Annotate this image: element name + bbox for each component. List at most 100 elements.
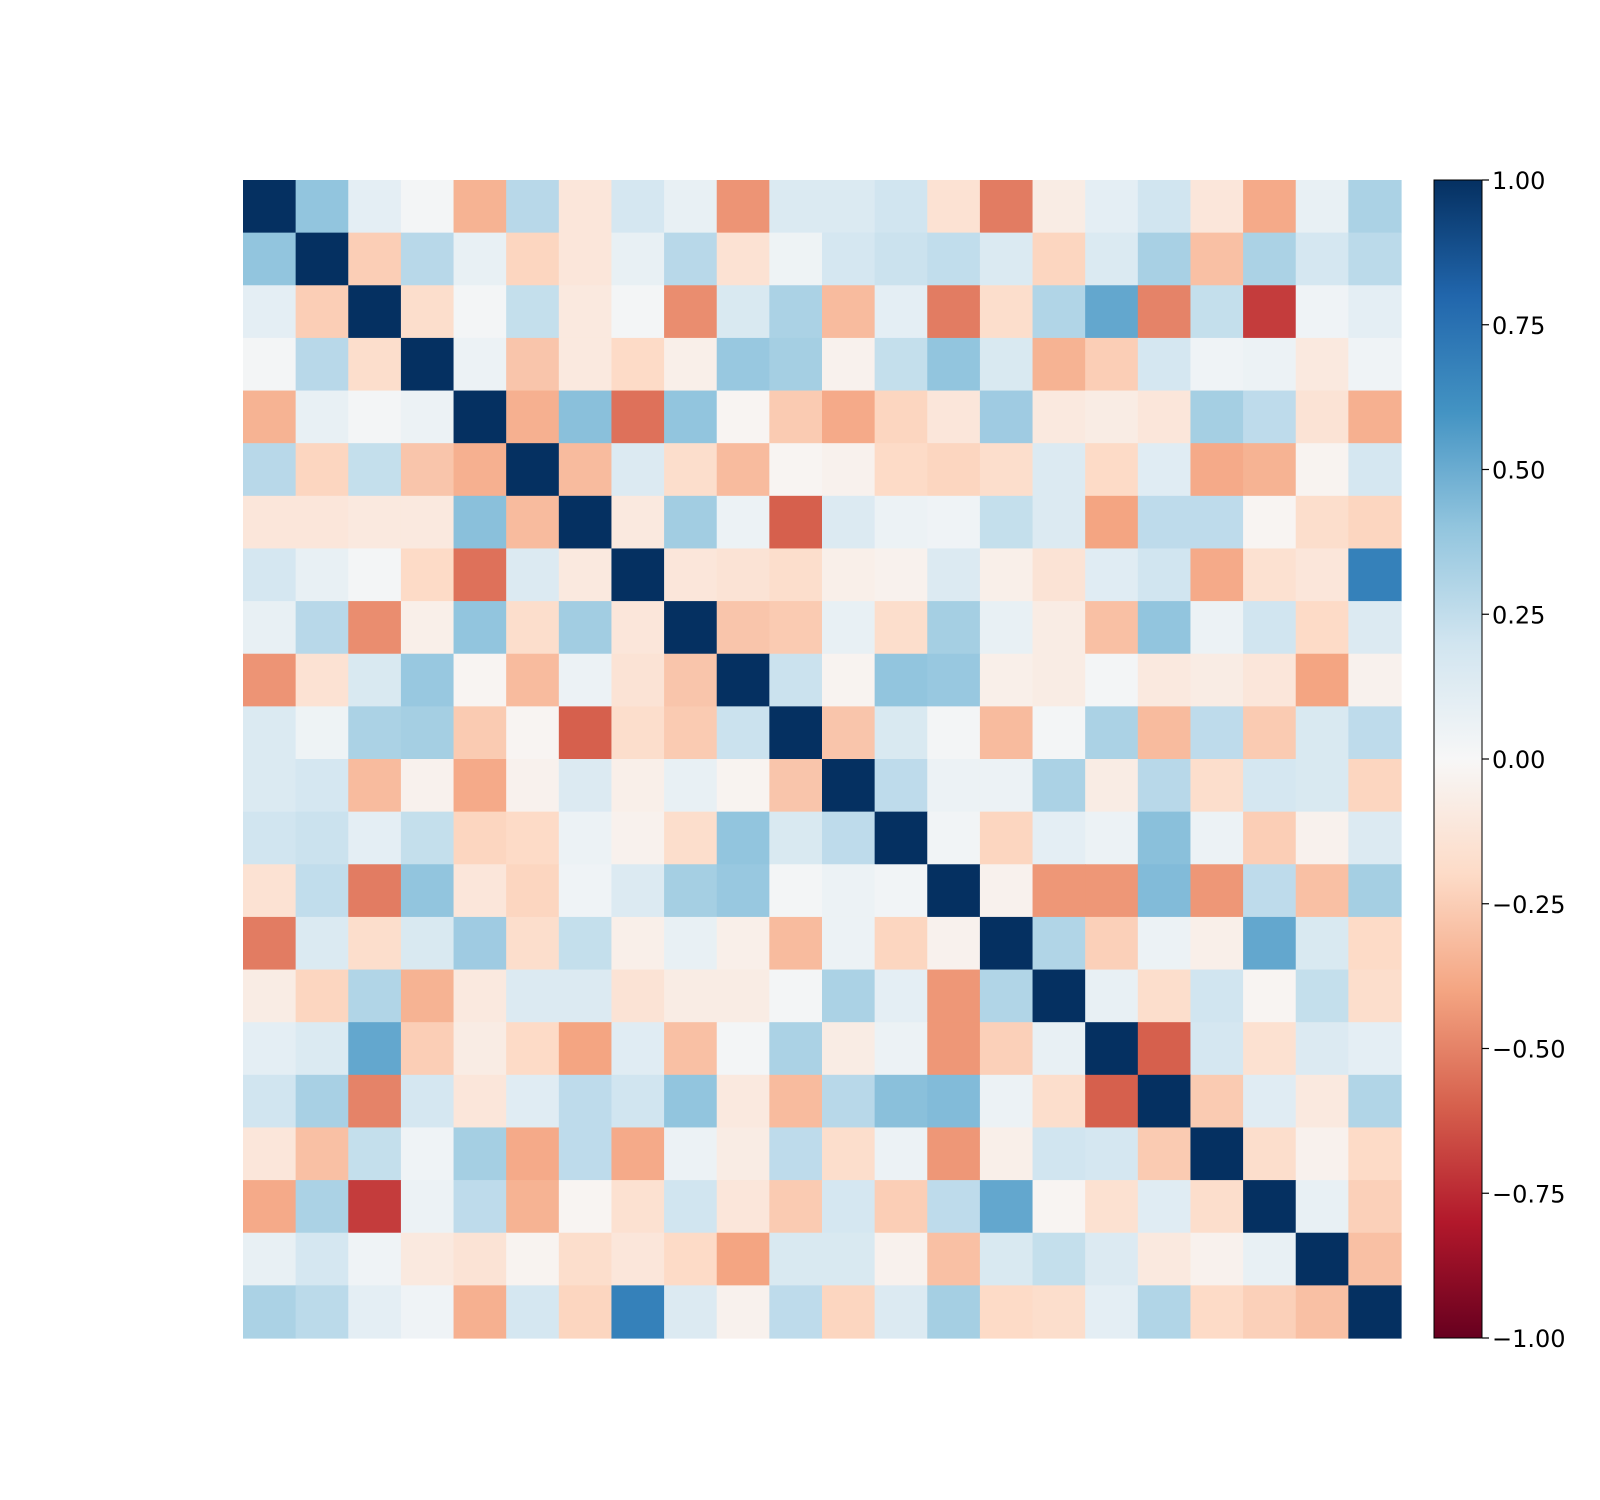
- heatmap-cell: [243, 1074, 297, 1129]
- heatmap-cell: [348, 232, 402, 286]
- heatmap-cell: [1032, 601, 1086, 655]
- heatmap-cell: [1348, 1285, 1402, 1339]
- heatmap-cell: [453, 232, 507, 286]
- heatmap-cell: [769, 1127, 823, 1181]
- heatmap-cell: [664, 548, 718, 602]
- colorbar-tick-label: 1.00: [1492, 167, 1545, 195]
- heatmap-cell: [822, 759, 876, 813]
- heatmap-cell: [453, 864, 507, 918]
- heatmap-cell: [295, 1232, 349, 1286]
- heatmap-cell: [664, 285, 718, 339]
- heatmap-cell: [664, 759, 718, 813]
- heatmap-cell: [874, 1232, 928, 1286]
- heatmap-cell: [400, 390, 455, 444]
- heatmap-cell: [1190, 864, 1244, 918]
- heatmap-cell: [348, 916, 402, 971]
- heatmap-cell: [1295, 653, 1349, 707]
- heatmap-cell: [1190, 653, 1244, 707]
- heatmap-cell: [1085, 1180, 1139, 1234]
- heatmap-cell: [769, 759, 823, 813]
- heatmap-cell: [611, 232, 665, 286]
- heatmap-cell: [1032, 337, 1086, 392]
- heatmap-cell: [769, 811, 823, 865]
- heatmap-cell: [1243, 706, 1297, 760]
- heatmap-cell: [1032, 1180, 1086, 1234]
- heatmap-cell: [348, 1285, 402, 1339]
- heatmap-cell: [400, 759, 455, 813]
- heatmap-cell: [1190, 706, 1244, 760]
- heatmap-cell: [558, 653, 613, 707]
- heatmap-cell: [295, 285, 349, 339]
- heatmap-cell: [506, 864, 560, 918]
- heatmap-cell: [927, 180, 981, 234]
- heatmap-cell: [979, 916, 1034, 971]
- heatmap-cell: [769, 653, 823, 707]
- heatmap-cell: [716, 1285, 770, 1339]
- heatmap-cell: [664, 232, 718, 286]
- heatmap-cell: [558, 1022, 613, 1076]
- heatmap-cell: [348, 1074, 402, 1129]
- heatmap-cell: [1348, 443, 1402, 497]
- heatmap-cell: [979, 706, 1034, 760]
- heatmap-cell: [243, 653, 297, 707]
- heatmap-cell: [453, 285, 507, 339]
- heatmap-cell: [453, 1285, 507, 1339]
- heatmap-cell: [1243, 969, 1297, 1023]
- heatmap-cell: [295, 180, 349, 234]
- heatmap-cell: [1085, 759, 1139, 813]
- heatmap-cell: [822, 969, 876, 1023]
- heatmap-cell: [874, 864, 928, 918]
- heatmap-cell: [822, 1285, 876, 1339]
- heatmap-cell: [1295, 1180, 1349, 1234]
- heatmap-cell: [716, 653, 770, 707]
- heatmap-cell: [664, 1022, 718, 1076]
- heatmap-cell: [243, 443, 297, 497]
- heatmap-cell: [611, 180, 665, 234]
- heatmap-cell: [822, 1022, 876, 1076]
- heatmap-cell: [769, 285, 823, 339]
- heatmap-cell: [453, 1180, 507, 1234]
- heatmap-cell: [348, 390, 402, 444]
- heatmap-cell: [664, 811, 718, 865]
- heatmap-cell: [400, 1285, 455, 1339]
- heatmap-cell: [716, 443, 770, 497]
- heatmap-cell: [506, 1022, 560, 1076]
- heatmap-cell: [1085, 1285, 1139, 1339]
- colorbar-tick-label: 0.00: [1492, 746, 1545, 774]
- heatmap-cell: [295, 969, 349, 1023]
- heatmap-cell: [1348, 548, 1402, 602]
- colorbar: 1.00 0.75 0.50 0.25 0.00 −0.25 −0.50 −0.75 −1.00: [1433, 167, 1566, 1353]
- heatmap-cell: [1348, 1232, 1402, 1286]
- heatmap-cell: [769, 1232, 823, 1286]
- heatmap-cell: [1190, 601, 1244, 655]
- heatmap-cell: [611, 390, 665, 444]
- heatmap-cell: [1085, 443, 1139, 497]
- heatmap-cell: [453, 337, 507, 392]
- heatmap-cell: [1032, 285, 1086, 339]
- heatmap-cell: [558, 548, 613, 602]
- colorbar-tick-label: 0.75: [1492, 312, 1545, 340]
- heatmap-cell: [1190, 443, 1244, 497]
- heatmap-cell: [1295, 443, 1349, 497]
- heatmap-cell: [611, 337, 665, 392]
- heatmap-cell: [1190, 1127, 1244, 1181]
- heatmap-cell: [1085, 864, 1139, 918]
- heatmap-cell: [243, 495, 297, 550]
- heatmap-cell: [295, 759, 349, 813]
- heatmap-cell: [1137, 706, 1192, 760]
- heatmap-cell: [1243, 495, 1297, 550]
- heatmap-cell: [979, 548, 1034, 602]
- heatmap-cell: [716, 548, 770, 602]
- heatmap-cell: [558, 864, 613, 918]
- heatmap-cell: [874, 337, 928, 392]
- heatmap-cell: [769, 232, 823, 286]
- heatmap-cell: [874, 285, 928, 339]
- heatmap-cell: [979, 232, 1034, 286]
- heatmap-cell: [822, 495, 876, 550]
- heatmap-cell: [1295, 1285, 1349, 1339]
- heatmap-cell: [716, 1127, 770, 1181]
- heatmap-cell: [1137, 1074, 1192, 1129]
- heatmap-cell: [611, 285, 665, 339]
- heatmap-cell: [1137, 601, 1192, 655]
- heatmap-cell: [1243, 232, 1297, 286]
